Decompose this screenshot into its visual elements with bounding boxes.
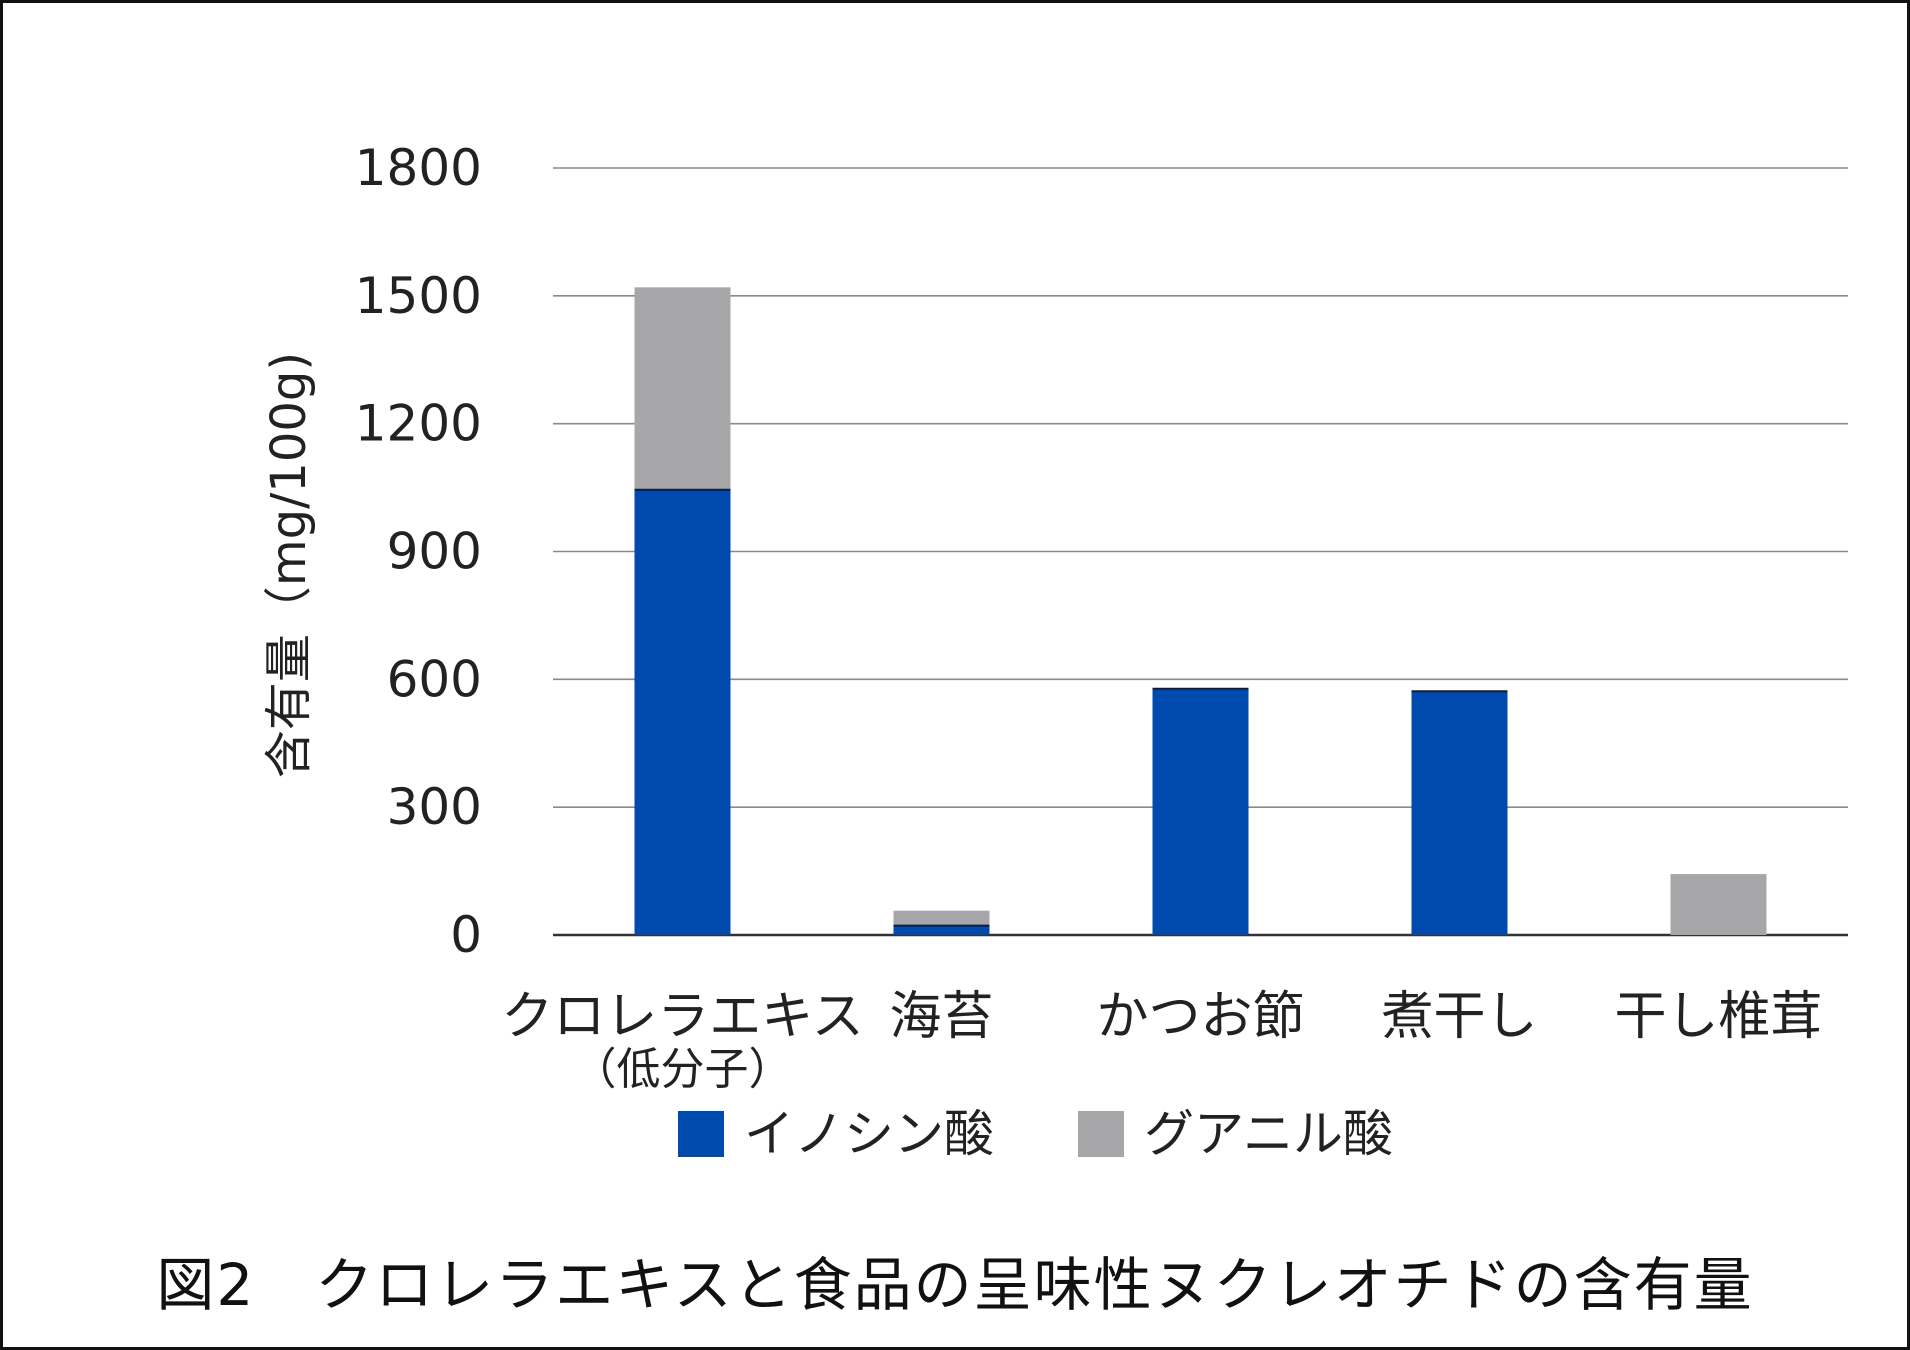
legend-label: イノシン酸 xyxy=(744,1105,994,1163)
gridlines xyxy=(553,167,1848,937)
bar-segment-guanylic xyxy=(1670,874,1767,935)
x-category-label: 煮干し xyxy=(1381,987,1537,1047)
x-category-label: 干し椎茸 xyxy=(1614,987,1822,1047)
stacked-bar-chart: 0 300 600 900 1200 1500 1800 クロレラエキス（低分子） 海苔 かつお… xyxy=(261,139,1848,1163)
y-tick-label: 600 xyxy=(387,650,482,708)
bar-segment-inosinic xyxy=(1411,691,1508,935)
bar-segment-inosinic xyxy=(634,489,731,935)
y-axis-ticks: 0 300 600 900 1200 1500 1800 xyxy=(355,139,482,964)
bar-segment-inosinic xyxy=(893,925,990,935)
x-category-label: クロレラエキス xyxy=(501,987,863,1047)
bar-segment-guanylic xyxy=(893,910,990,926)
x-category-label: かつお節 xyxy=(1096,987,1304,1047)
y-tick-label: 1800 xyxy=(355,139,482,197)
y-tick-label: 300 xyxy=(387,778,482,836)
y-axis-title: 含有量（mg/100g) xyxy=(261,352,317,778)
legend-swatch xyxy=(678,1111,724,1157)
y-tick-label: 1500 xyxy=(355,267,482,325)
y-tick-label: 900 xyxy=(387,523,482,581)
x-category-label: （低分子） xyxy=(573,1044,793,1095)
figure-caption: 図2 クロレラエキスと食品の呈味性ヌクレオチドの含有量 xyxy=(156,1251,1754,1319)
legend-label: グアニル酸 xyxy=(1144,1105,1393,1163)
bar-segment-inosinic xyxy=(1152,688,1249,935)
bars xyxy=(634,287,1767,935)
y-tick-label: 1200 xyxy=(355,395,482,453)
bar-segment-guanylic xyxy=(634,287,731,490)
legend: イノシン酸 グアニル酸 xyxy=(678,1105,1393,1163)
x-axis-categories: クロレラエキス（低分子） 海苔 かつお節 煮干し 干し椎茸 xyxy=(501,987,1822,1095)
y-tick-label: 0 xyxy=(450,906,482,964)
legend-swatch xyxy=(1078,1111,1124,1157)
x-category-label: 海苔 xyxy=(889,987,993,1047)
